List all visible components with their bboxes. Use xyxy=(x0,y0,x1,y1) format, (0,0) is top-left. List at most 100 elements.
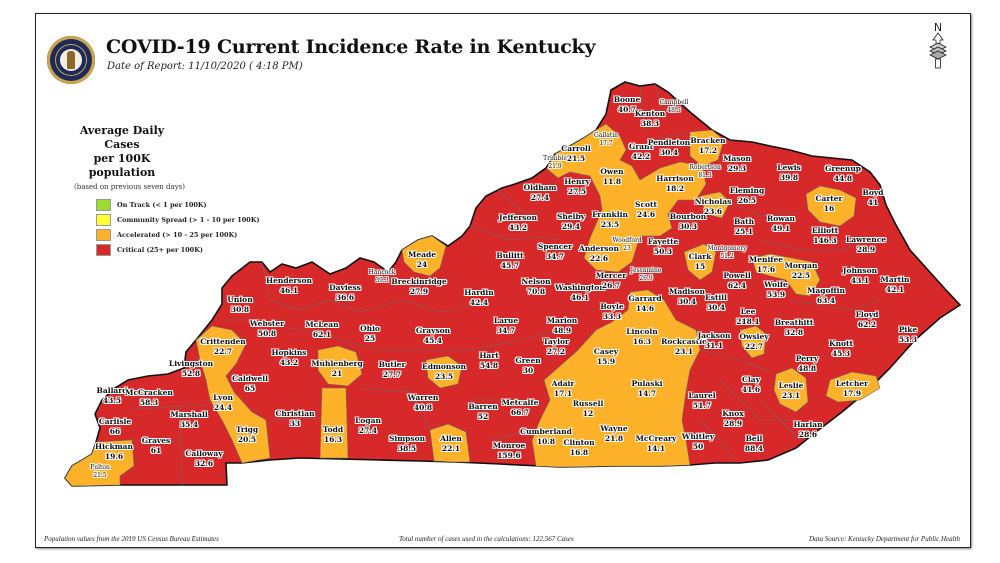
county-name: Cumberland xyxy=(520,427,572,436)
county-label-ohio: Ohio 25 xyxy=(360,324,380,344)
county-name: Clark xyxy=(688,252,712,261)
county-name: Russell xyxy=(572,399,604,408)
county-rate: 16.8 xyxy=(569,448,589,457)
legend-title: Average Daily Cases per 100K population xyxy=(62,124,182,180)
county-rate: 50.3 xyxy=(653,247,673,256)
county-rate: 27.2 xyxy=(546,347,566,356)
county-name: Rowan xyxy=(766,214,796,223)
county-name: Harrison xyxy=(656,174,694,183)
county-label-adair: Adair 17.1 xyxy=(552,379,575,399)
county-label-knox: Knox 28.9 xyxy=(722,409,743,429)
county-label-letcher: Letcher 17.9 xyxy=(836,379,868,399)
county-name: Spencer xyxy=(537,242,573,251)
county-label-marion: Marion 48.9 xyxy=(547,316,577,336)
county-label-daviess: Daviess 36.6 xyxy=(329,283,361,303)
county-label-knott: Knott 45.3 xyxy=(829,339,853,359)
county-label-casey: Casey 15.9 xyxy=(594,347,618,367)
county-name: McCreary xyxy=(635,434,677,443)
county-rate: 17.6 xyxy=(756,265,776,274)
county-rate: 42.4 xyxy=(469,298,489,307)
county-name: Madison xyxy=(669,287,705,296)
legend-label: On Track (< 1 per 100K) xyxy=(117,200,207,209)
county-rate: 70.8 xyxy=(526,287,546,296)
county-rate: 24 xyxy=(416,260,428,269)
county-name: Montgomery xyxy=(707,245,747,252)
compass-n-label: N xyxy=(934,21,942,34)
county-rate: 30.3 xyxy=(678,222,698,231)
county-rate: 25.1 xyxy=(734,227,754,236)
county-label-larue: Larue 34.7 xyxy=(494,316,518,336)
county-name: Carter xyxy=(815,194,843,203)
county-rate: 45.7 xyxy=(500,261,520,270)
county-name: Taylor xyxy=(543,337,569,346)
county-borders xyxy=(129,83,881,486)
county-rate: 14.6 xyxy=(635,304,655,313)
legend-item-on-track: On Track (< 1 per 100K) xyxy=(96,197,282,212)
county-label-bell: Bell 88.4 xyxy=(745,434,763,454)
county-rate: 44.8 xyxy=(833,174,853,183)
county-rate: 34.7 xyxy=(545,252,565,261)
county-rate: 22.5 xyxy=(791,271,811,280)
county-rate: 27.4 xyxy=(358,426,378,435)
county-name: Hart xyxy=(479,351,499,360)
footer-population-note: Population values from the 2019 US Censu… xyxy=(44,535,219,543)
county-name: Wolfe xyxy=(764,280,788,289)
legend-swatch xyxy=(96,228,111,241)
county-name: Barren xyxy=(468,402,498,411)
county-name: Elliott xyxy=(811,226,839,235)
county-name: Adair xyxy=(551,379,575,388)
county-rate: 30.4 xyxy=(677,297,697,306)
county-label-fulton: Fulton 21.5 xyxy=(90,464,110,480)
county-label-breathitt: Breathitt 32.8 xyxy=(775,318,814,338)
county-name: Laurel xyxy=(688,391,716,400)
county-name: Pulaski xyxy=(631,379,663,388)
county-name: Casey xyxy=(593,347,619,356)
county-name: Woodford xyxy=(612,237,642,244)
county-name: Carroll xyxy=(561,144,591,153)
county-rate: 20.5 xyxy=(237,435,257,444)
county-rate: 88.4 xyxy=(744,444,764,453)
county-rate: 23.6 xyxy=(703,207,723,216)
county-name: Garrard xyxy=(628,294,662,303)
county-rate: 51.7 xyxy=(692,401,712,410)
county-label-clay: Clay 41.6 xyxy=(742,375,760,395)
county-name: Livingston xyxy=(168,359,214,368)
county-rate: 62.1 xyxy=(312,330,332,339)
county-name: Washington xyxy=(555,283,605,292)
county-name: Anderson xyxy=(579,244,619,253)
county-name: Bracken xyxy=(690,136,726,145)
county-rate: 19.6 xyxy=(104,452,124,461)
county-name: Breathitt xyxy=(774,318,814,327)
county-rate: 39.8 xyxy=(779,173,799,182)
county-name: Oldham xyxy=(523,183,557,192)
county-rate: 43.2 xyxy=(508,223,528,232)
county-rate: 23.1 xyxy=(781,391,801,400)
county-name: Daviess xyxy=(329,283,361,292)
county-label-madison: Madison 30.4 xyxy=(669,287,705,307)
county-rate: 49.1 xyxy=(771,224,791,233)
county-rate: 54.8 xyxy=(479,361,499,370)
county-label-union: Union 30.8 xyxy=(227,295,252,315)
county-name: Fulton xyxy=(90,464,110,471)
county-rate: 62.4 xyxy=(727,281,747,290)
legend-swatch xyxy=(96,213,111,226)
county-label-bath: Bath 25.1 xyxy=(734,217,754,237)
county-label-clinton: Clinton 16.8 xyxy=(563,438,594,458)
county-rate: 43.1 xyxy=(850,276,870,285)
county-label-estill: Estill 30.4 xyxy=(705,293,727,313)
county-label-lawrence: Lawrence 28.9 xyxy=(846,235,886,255)
county-label-whitley: Whitley 50 xyxy=(682,432,714,452)
county-name: Nicholas xyxy=(694,197,732,206)
county-rate: 41 xyxy=(867,198,879,207)
county-label-monroe: Monroe 159.6 xyxy=(493,441,525,461)
county-label-carter: Carter 16 xyxy=(816,194,843,214)
county-label-lyon: Lyon 24.4 xyxy=(213,393,233,413)
county-rate: 30.8 xyxy=(230,305,250,314)
county-rate: 15.9 xyxy=(596,357,616,366)
county-name: Greenup xyxy=(824,164,862,173)
county-rate: 30 xyxy=(522,366,534,375)
county-name: Powell xyxy=(723,271,751,280)
county-name: Franklin xyxy=(592,210,628,219)
county-rate: 52.8 xyxy=(181,369,201,378)
county-name: Lewis xyxy=(777,163,801,172)
